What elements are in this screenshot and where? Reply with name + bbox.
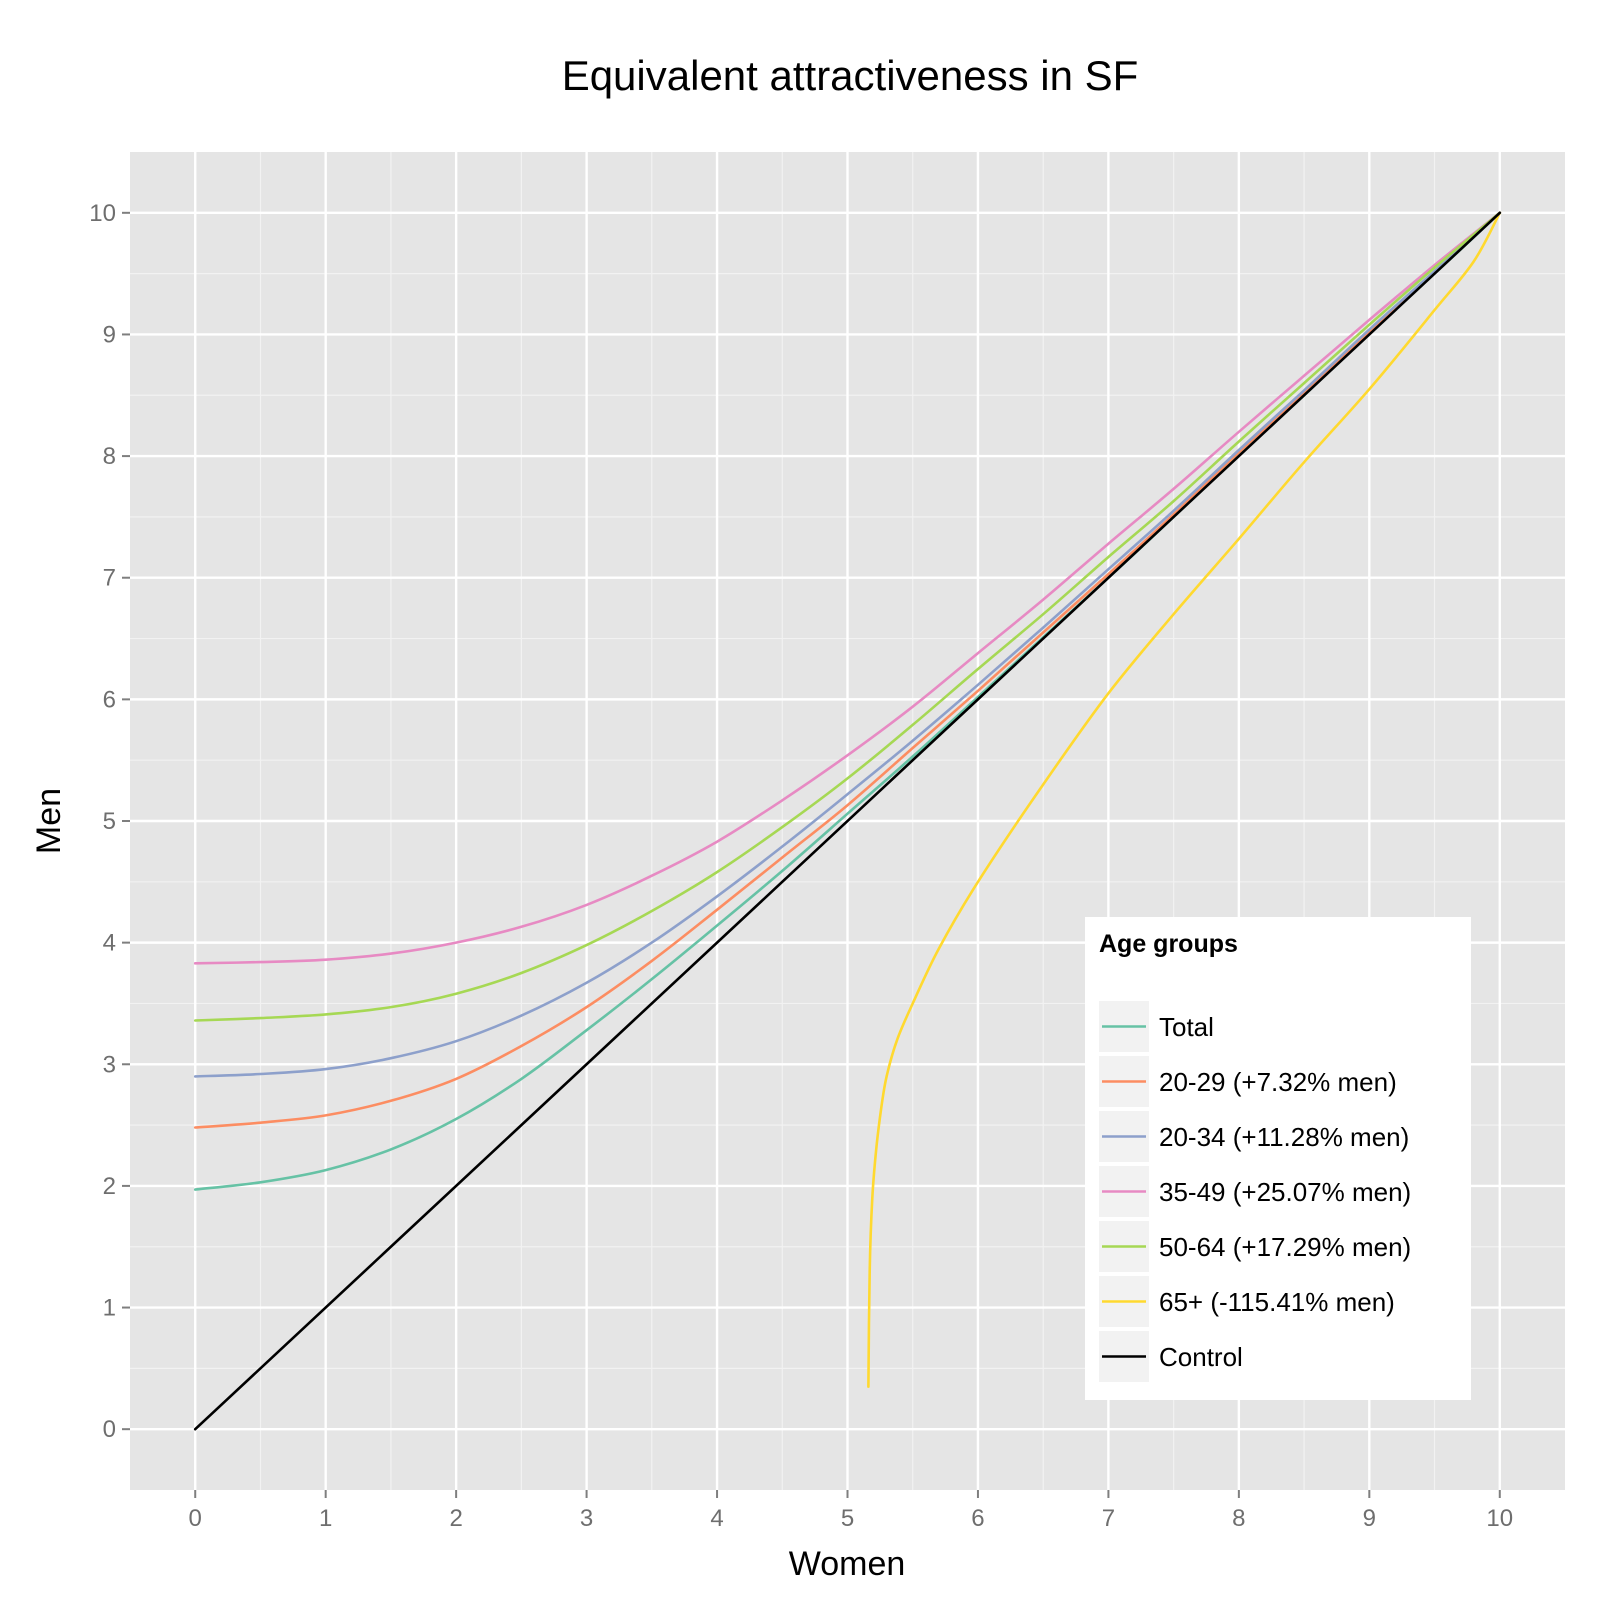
x-tick-label: 0 xyxy=(189,1505,202,1532)
series-line-5 xyxy=(867,211,1502,1388)
y-tick-label: 1 xyxy=(103,1295,116,1322)
y-tick-label: 4 xyxy=(103,930,116,957)
series-lines xyxy=(193,211,1502,1431)
y-axis-ticks: 0 1 2 3 4 5 6 7 8 9 10 xyxy=(89,200,130,1443)
x-tick-label: 4 xyxy=(710,1505,723,1532)
legend-label: Total xyxy=(1159,1012,1214,1042)
y-axis-title: Men xyxy=(30,788,68,854)
series-line-4 xyxy=(193,211,1502,1022)
legend-label: 20-29 (+7.32% men) xyxy=(1159,1067,1397,1097)
chart-title: Equivalent attractiveness in SF xyxy=(562,52,1139,99)
legend: Age groups Total 20-29 (+7.32% men) 20-34 … xyxy=(1085,917,1471,1400)
y-tick-label: 8 xyxy=(103,443,116,470)
x-tick-label: 6 xyxy=(971,1505,984,1532)
series-line-6 xyxy=(193,211,1502,1431)
x-tick-label: 9 xyxy=(1363,1505,1376,1532)
y-tick-label: 10 xyxy=(89,200,116,227)
x-tick-label: 10 xyxy=(1486,1505,1513,1532)
series-line-1 xyxy=(193,211,1502,1129)
legend-items: Total 20-29 (+7.32% men) 20-34 (+11.28% me… xyxy=(1099,1001,1411,1382)
y-tick-label: 3 xyxy=(103,1051,116,1078)
x-axis-title: Women xyxy=(789,1545,906,1583)
x-tick-label: 8 xyxy=(1232,1505,1245,1532)
y-tick-label: 6 xyxy=(103,686,116,713)
legend-label: 35-49 (+25.07% men) xyxy=(1159,1177,1411,1207)
series-line-2 xyxy=(193,211,1502,1078)
series-line-3 xyxy=(193,211,1502,965)
legend-label: 20-34 (+11.28% men) xyxy=(1159,1122,1409,1152)
legend-title: Age groups xyxy=(1099,930,1238,958)
y-tick-label: 9 xyxy=(103,321,116,348)
x-tick-label: 3 xyxy=(580,1505,593,1532)
y-tick-label: 7 xyxy=(103,565,116,592)
x-tick-label: 2 xyxy=(449,1505,462,1532)
x-tick-label: 1 xyxy=(319,1505,332,1532)
x-tick-label: 7 xyxy=(1102,1505,1115,1532)
x-axis-ticks: 0 1 2 3 4 5 6 7 8 9 10 xyxy=(189,1490,1513,1532)
legend-label: 65+ (-115.41% men) xyxy=(1159,1287,1395,1317)
y-tick-label: 2 xyxy=(103,1173,116,1200)
legend-background xyxy=(1085,917,1471,1400)
legend-label: Control xyxy=(1159,1342,1243,1372)
y-tick-label: 0 xyxy=(103,1416,116,1443)
legend-label: 50-64 (+17.29% men) xyxy=(1159,1232,1411,1262)
y-tick-label: 5 xyxy=(103,808,116,835)
x-tick-label: 5 xyxy=(841,1505,854,1532)
